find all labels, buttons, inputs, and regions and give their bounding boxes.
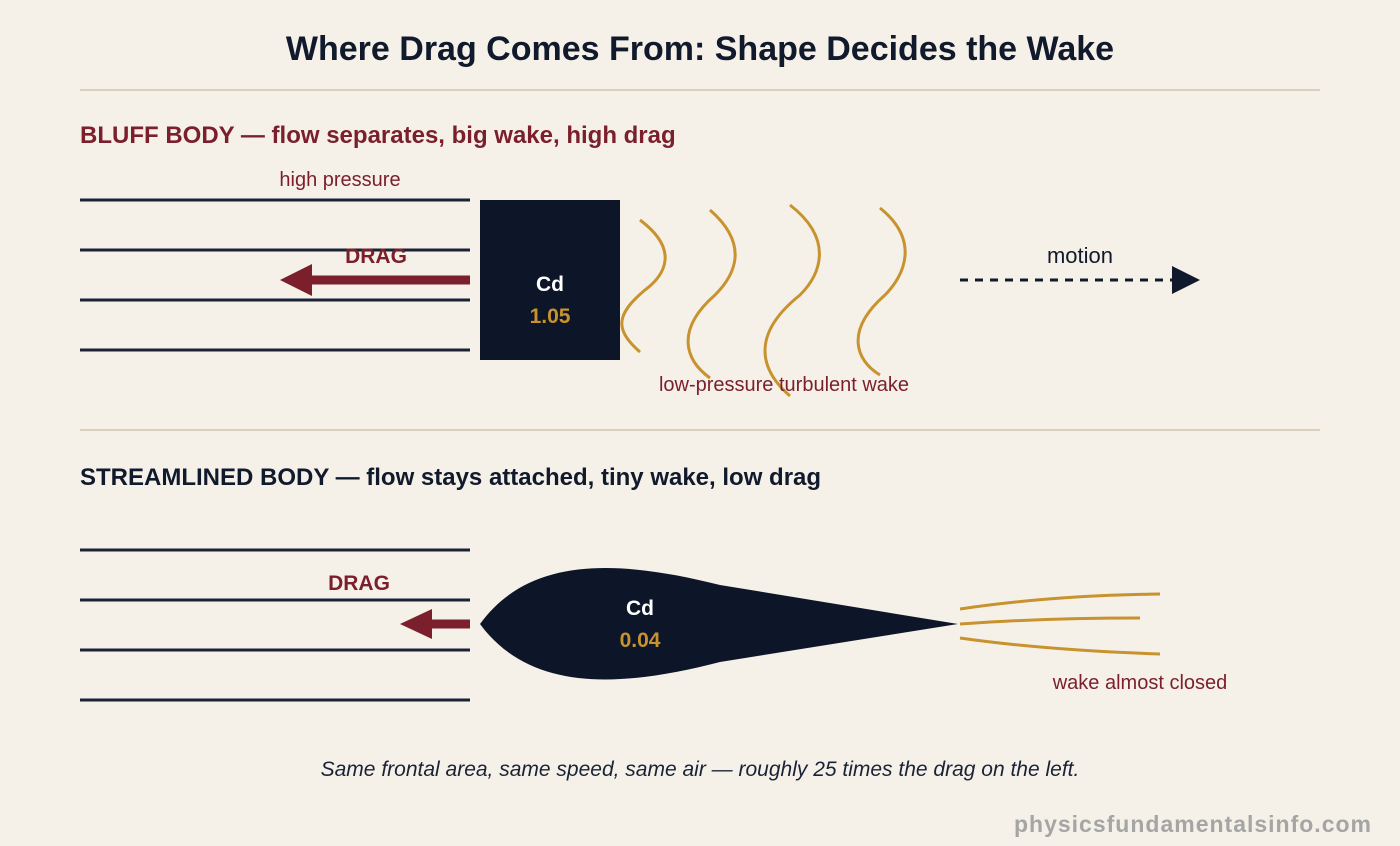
wake-line [959, 616, 1141, 626]
caption: Same frontal area, same speed, same air … [321, 758, 1080, 781]
streamlined-drag-arrow [400, 609, 470, 639]
streamlined-cd-value: 0.04 [620, 629, 661, 652]
streamlined-cd-label: Cd [626, 597, 654, 620]
diagram-title: Where Drag Comes From: Shape Decides the… [286, 30, 1114, 68]
motion-label: motion [1047, 243, 1113, 268]
bluff-drag-label: DRAG [345, 245, 407, 268]
bluff-body-block [480, 200, 620, 360]
bluff-heading: BLUFF BODY — flow separates, big wake, h… [80, 122, 676, 149]
site-credit: physicsfundamentalsinfo.com [1014, 811, 1372, 837]
wake-swirl [763, 203, 821, 398]
wake-label: low-pressure turbulent wake [659, 374, 909, 396]
streamlined-section: STREAMLINED BODY — flow stays attached, … [80, 464, 1228, 702]
bluff-cd-value: 1.05 [530, 305, 571, 328]
streamlined-body [480, 568, 958, 680]
streamlined-streamlines [80, 548, 470, 702]
bluff-section: BLUFF BODY — flow separates, big wake, h… [80, 122, 1200, 398]
high-pressure-label: high pressure [279, 169, 400, 191]
wake-swirl [620, 218, 667, 354]
streamlined-heading: STREAMLINED BODY — flow stays attached, … [80, 464, 821, 491]
streamlined-drag-label: DRAG [328, 572, 390, 595]
wake-swirl [856, 206, 907, 377]
closed-wake [959, 592, 1161, 656]
bluff-streamlines [80, 198, 470, 352]
wake-line [959, 636, 1161, 656]
wake-line [959, 592, 1161, 611]
wake-closed-label: wake almost closed [1052, 672, 1228, 694]
bluff-drag-arrow [280, 264, 470, 296]
wake-swirl [686, 208, 737, 380]
bluff-cd-label: Cd [536, 273, 564, 296]
motion-arrow [960, 266, 1200, 294]
turbulent-wake [620, 203, 907, 398]
